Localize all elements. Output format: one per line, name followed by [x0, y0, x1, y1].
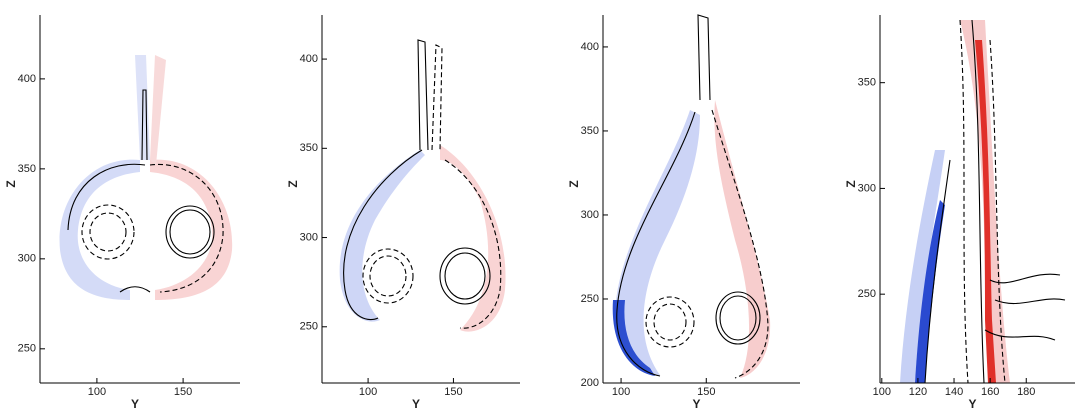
x-axis-title: Y: [412, 397, 420, 411]
y-tick-label: 200: [581, 377, 599, 389]
y-tick-label: 250: [300, 321, 318, 333]
y-tick-label: 400: [18, 73, 36, 85]
x-tick-label: 120: [909, 386, 927, 398]
contour-field: [59, 55, 233, 300]
x-tick-label: 150: [444, 386, 462, 398]
x-axis-title: Y: [692, 397, 700, 411]
x-axis-title: Y: [131, 397, 139, 411]
y-tick-label: 250: [581, 293, 599, 305]
x-tick-label: 150: [697, 386, 715, 398]
y-axis-title: Z: [286, 180, 300, 187]
y-tick-label: 300: [858, 182, 876, 194]
y-tick-label: 300: [18, 253, 36, 265]
x-tick-label: 100: [873, 386, 891, 398]
x-tick-label: 160: [981, 386, 999, 398]
y-axis-title: Z: [567, 180, 581, 187]
y-tick-label: 300: [581, 209, 599, 221]
contour-field: [339, 39, 506, 332]
y-tick-label: 250: [858, 288, 876, 300]
y-tick-label: 400: [300, 53, 318, 65]
y-tick-label: 350: [858, 77, 876, 89]
x-axis-title: Y: [968, 397, 976, 411]
y-tick-label: 350: [18, 163, 36, 175]
x-tick-label: 100: [359, 386, 377, 398]
x-tick-label: 180: [1017, 386, 1035, 398]
x-tick-label: 100: [88, 386, 106, 398]
y-tick-label: 350: [300, 142, 318, 154]
y-tick-label: 400: [581, 41, 599, 53]
x-tick-label: 140: [945, 386, 963, 398]
y-axis-title: Z: [844, 180, 858, 187]
x-tick-label: 100: [612, 386, 630, 398]
contour-field: [900, 19, 1066, 384]
contour-field: [612, 14, 771, 379]
y-tick-label: 350: [581, 125, 599, 137]
x-tick-label: 150: [174, 386, 192, 398]
y-axis-title: Z: [4, 180, 18, 187]
y-tick-label: 250: [18, 343, 36, 355]
y-tick-label: 300: [300, 231, 318, 243]
